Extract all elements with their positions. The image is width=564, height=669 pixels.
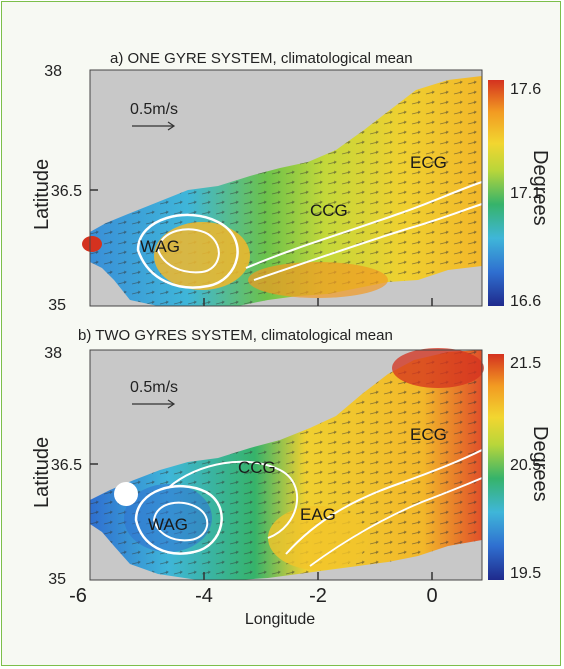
panel-b-border (89, 349, 483, 581)
panel-a-cbar-min: 16.6 (510, 293, 541, 310)
panel-b-cool-patch (124, 484, 212, 552)
panel-a-inflow-patch (82, 236, 102, 252)
panel-a-front-contour (245, 181, 483, 269)
panel-b-cbar-min: 19.5 (510, 565, 541, 582)
panel-b-gap-patch (114, 482, 138, 506)
figure-svg: a) ONE GYRE SYSTEM, climatological mean … (31, 50, 551, 628)
panel-a-front-contour (253, 203, 483, 281)
panel-a-cbar-label: Degrees (529, 150, 548, 226)
panel-a: a) ONE GYRE SYSTEM, climatological mean … (31, 50, 551, 314)
panel-a-ylabel: Latitude (31, 159, 53, 230)
xtick-0: 0 (426, 585, 437, 607)
panel-b-cbar-mid: 20.5 (510, 457, 541, 474)
panel-b-front-contour (285, 449, 483, 555)
panel-b-title: b) TWO GYRES SYSTEM, climatological mean (78, 327, 393, 344)
panel-b-front-contour (167, 460, 298, 539)
panel-b-warm-patch (392, 348, 484, 388)
panel-b-ylabel: Latitude (31, 437, 53, 508)
figure: a) ONE GYRE SYSTEM, climatological mean … (18, 18, 551, 648)
panel-b-gyre-contour (134, 484, 223, 555)
panel-a-warm-patch (154, 222, 250, 290)
panel-a-cbar-mid: 17.1 (510, 185, 541, 202)
xtick-minus-4: -4 (195, 585, 213, 607)
panel-b-ytick-35: 35 (48, 571, 66, 588)
region-label-wag: WAG (148, 515, 188, 534)
region-label-wag: WAG (140, 237, 180, 256)
panel-b-scale-label: 0.5m/s (130, 379, 178, 396)
panel-b-warm-patch (268, 506, 368, 570)
panel-b-ytick-36-5: 36.5 (51, 457, 82, 474)
panel-a-border (89, 69, 483, 307)
region-label-ccg: CCG (238, 458, 276, 477)
panel-a-warm-patch (248, 262, 388, 298)
region-label-ccg: CCG (310, 201, 348, 220)
panel-b-cbar-label: Degrees (529, 426, 548, 502)
panel-b-cbar-max: 21.5 (510, 355, 541, 372)
panel-b-gyre-contour (152, 501, 209, 542)
panel-a-ytick-36-5: 36.5 (51, 183, 82, 200)
panel-a-ytick-38: 38 (44, 63, 62, 80)
panel-b-front-contour (309, 477, 483, 567)
panel-b-ticks (90, 463, 433, 580)
region-label-ecg: ECG (410, 425, 447, 444)
region-label-eag: EAG (300, 505, 336, 524)
panel-a-colorbar (488, 80, 504, 306)
panel-a-gyre-contour (136, 213, 239, 289)
panel-a-ticks (90, 189, 433, 306)
panel-a-cbar-max: 17.6 (510, 81, 541, 98)
panel-b-colorbar (488, 354, 504, 580)
region-label-ecg: ECG (410, 153, 447, 172)
xtick-minus-2: -2 (309, 585, 327, 607)
xtick-minus-6: -6 (69, 585, 87, 607)
panel-a-title: a) ONE GYRE SYSTEM, climatological mean (110, 50, 413, 67)
panel-b-ytick-38: 38 (44, 345, 62, 362)
panel-a-gyre-contour (156, 228, 220, 274)
panel-a-scale-label: 0.5m/s (130, 101, 178, 118)
panel-a-scale-arrow (132, 121, 176, 131)
xlabel: Longitude (245, 611, 315, 628)
panel-b-scale-arrow (132, 399, 176, 409)
panel-b: b) TWO GYRES SYSTEM, climatological mean… (31, 327, 551, 628)
panel-a-ytick-35: 35 (48, 297, 66, 314)
